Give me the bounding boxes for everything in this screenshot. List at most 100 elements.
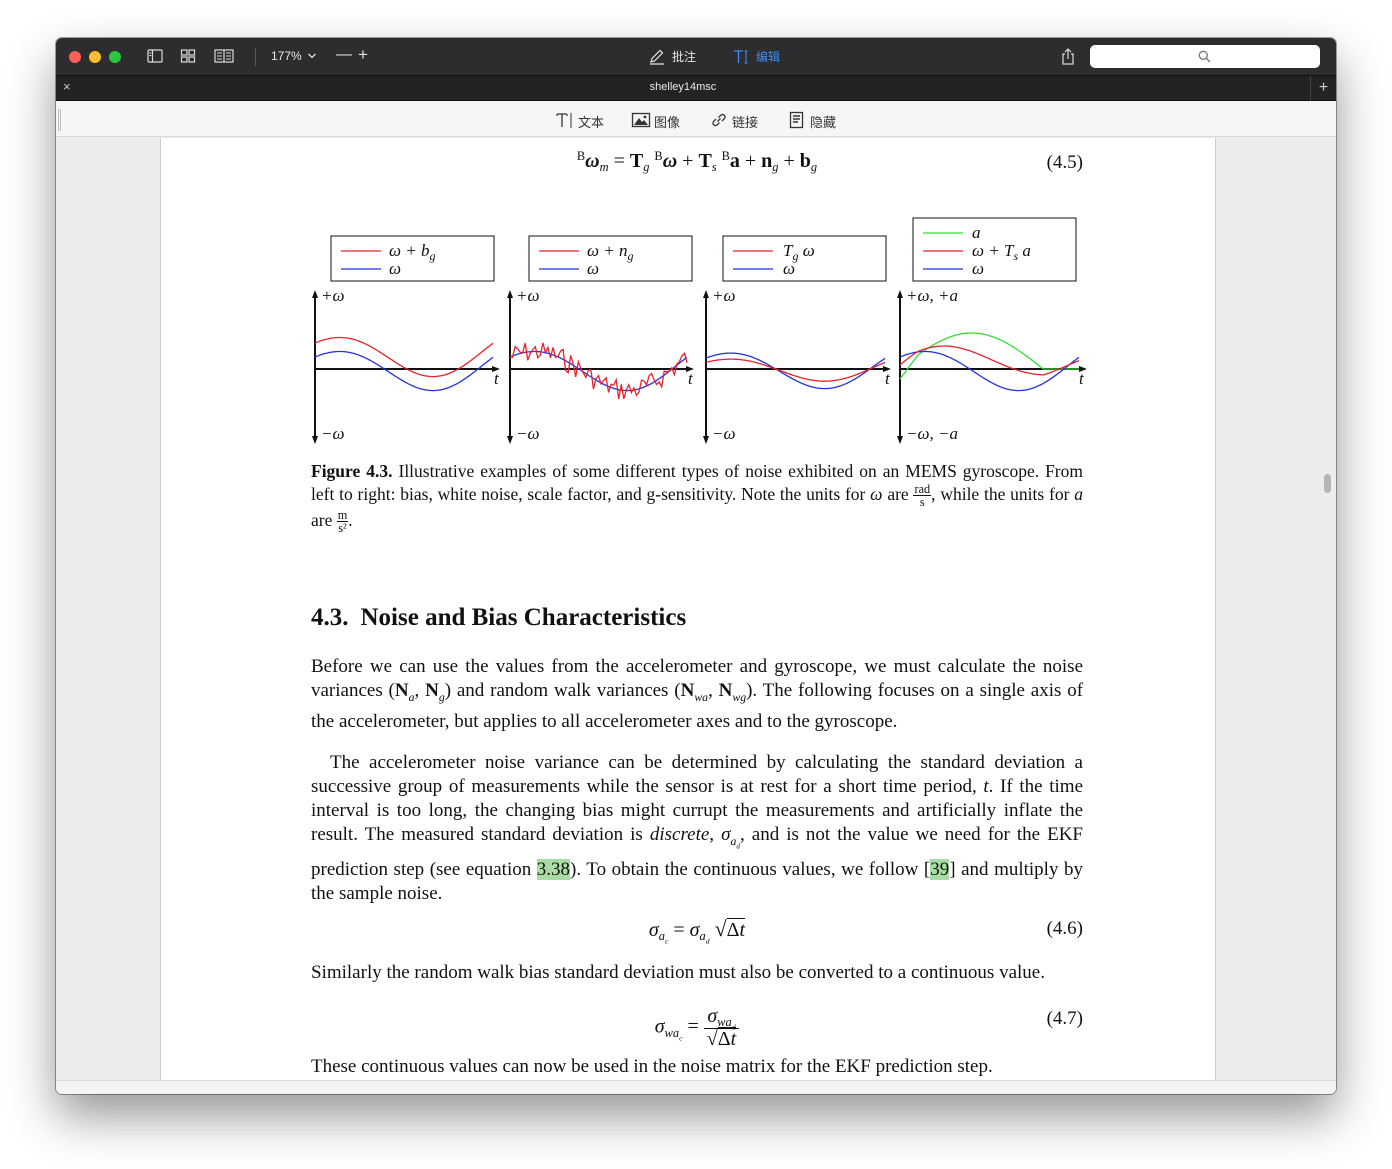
image-tool-label: 图像 bbox=[654, 115, 681, 130]
equation-4-6-formula: σac = σad √Δt bbox=[648, 916, 746, 946]
series-omega bbox=[314, 350, 494, 392]
x-axis-label: t bbox=[688, 369, 694, 388]
equation-4-7-formula: σwac = σwad √Δt bbox=[311, 1006, 1083, 1050]
citation-link[interactable]: 39 bbox=[930, 859, 950, 881]
image-icon bbox=[631, 112, 651, 128]
legend-label: ω bbox=[783, 259, 795, 278]
equation-4-6: σac = σad √Δt (4.6) bbox=[311, 916, 1083, 946]
series-scaled-omega bbox=[705, 358, 886, 382]
figure-caption: Figure 4.3. Illustrative examples of som… bbox=[311, 460, 1083, 534]
link-tool-label: 链接 bbox=[732, 115, 759, 130]
legend-g-sensitivity: a ω + Ts a ω bbox=[912, 217, 1077, 282]
edit-label: 编辑 bbox=[756, 50, 781, 64]
legend-label: ω + ng bbox=[587, 241, 633, 263]
caption-label: Figure 4.3. bbox=[311, 461, 393, 481]
legend-label: ω bbox=[389, 259, 401, 278]
redact-document-icon bbox=[789, 111, 804, 129]
paragraph-random-walk: Similarly the random walk bias standard … bbox=[311, 961, 1083, 985]
series-omega-plus-bias bbox=[314, 336, 494, 378]
document-area[interactable]: Bωm = Tg Bω + Ts Ba + ng + bg (4.5) ω + … bbox=[56, 138, 1336, 1080]
legend-label: ω + bg bbox=[389, 241, 435, 263]
legend-label: ω bbox=[587, 259, 599, 278]
caption-text: are bbox=[882, 484, 914, 504]
equation-4-7: σwac = σwad √Δt (4.7) bbox=[311, 1000, 1083, 1050]
title-bar: 177% — + 批注 编辑 bbox=[56, 38, 1336, 76]
noise-types-figure: ω + bg ω ω + ng ω Tg ω bbox=[312, 217, 1087, 444]
minimize-window-button[interactable] bbox=[89, 51, 101, 63]
equation-number: (4.7) bbox=[1046, 1008, 1083, 1029]
y-axis-bottom-label: −ω bbox=[516, 424, 539, 443]
add-link-button[interactable]: 链接 bbox=[709, 111, 767, 130]
pdf-viewer-window: 177% — + 批注 编辑 bbox=[56, 38, 1336, 1094]
paragraph-text: . If the time interval is too long, the … bbox=[311, 776, 1084, 845]
tab-bar: × shelley14msc + bbox=[56, 76, 1336, 101]
paragraph-text: Similarly the random walk bias standard … bbox=[311, 962, 1045, 983]
paragraph-text: , and is not the value we need for the E… bbox=[311, 824, 1084, 881]
link-icon bbox=[712, 113, 726, 127]
legend-label: a bbox=[972, 223, 981, 242]
annotate-mode-button[interactable]: 批注 bbox=[648, 49, 708, 65]
search-icon bbox=[1198, 50, 1211, 63]
edit-mode-button[interactable]: 编辑 bbox=[732, 49, 792, 65]
x-axis-label: t bbox=[1079, 369, 1085, 388]
equation-number: (4.5) bbox=[1046, 152, 1083, 173]
section-number: 4.3. bbox=[311, 604, 349, 631]
thumbnail-grid-icon[interactable] bbox=[180, 49, 196, 63]
caption-fraction: m s² bbox=[336, 509, 349, 536]
search-input[interactable] bbox=[1090, 45, 1320, 68]
equation-number: (4.6) bbox=[1046, 918, 1083, 939]
share-icon[interactable] bbox=[1061, 48, 1075, 65]
figure-axes bbox=[314, 294, 1084, 442]
equation-reference-link[interactable]: 3.38 bbox=[536, 859, 571, 881]
y-axis-top-label: +ω bbox=[321, 286, 344, 305]
series-omega-plus-noise bbox=[509, 342, 688, 400]
paragraph-text: ). The following focuses on a single axi… bbox=[311, 680, 1084, 732]
toolbar-separator bbox=[255, 48, 256, 66]
section-heading: 4.3. Noise and Bias Characteristics bbox=[311, 604, 686, 632]
legend-label: Tg ω bbox=[783, 241, 815, 263]
chevron-down-icon[interactable] bbox=[307, 52, 317, 60]
y-axis-bottom-label: −ω bbox=[321, 424, 344, 443]
paragraph-text: These continuous values can now be used … bbox=[311, 1056, 993, 1077]
fraction-numerator: rad bbox=[913, 482, 932, 497]
close-window-button[interactable] bbox=[69, 51, 81, 63]
text-tool-icon bbox=[556, 113, 572, 128]
page-layout-icon[interactable] bbox=[214, 49, 234, 63]
zoom-window-button[interactable] bbox=[109, 51, 121, 63]
text-cursor-icon bbox=[734, 50, 748, 64]
paragraph-text: ) and random walk variances ( bbox=[444, 680, 681, 701]
pen-icon bbox=[650, 49, 664, 65]
paragraph-noise-matrix: These continuous values can now be used … bbox=[311, 1055, 1083, 1079]
fraction-denominator: s² bbox=[338, 521, 347, 536]
series-omega bbox=[899, 350, 1080, 392]
caption-text: , while the units for bbox=[931, 484, 1075, 504]
paragraph-accelerometer-variance: The accelerometer noise variance can be … bbox=[311, 752, 1084, 905]
add-text-button[interactable]: 文本 bbox=[555, 111, 611, 130]
legend-white-noise: ω + ng ω bbox=[528, 235, 693, 282]
axis-arrowheads bbox=[312, 290, 1087, 444]
close-tab-button[interactable]: × bbox=[63, 79, 71, 94]
x-axis-label: t bbox=[885, 369, 891, 388]
horizontal-scroll-track[interactable] bbox=[56, 1080, 1336, 1094]
zoom-in-button[interactable]: + bbox=[358, 45, 368, 64]
tab-document-title[interactable]: shelley14msc bbox=[649, 81, 717, 93]
zoom-level[interactable]: 177% bbox=[271, 49, 302, 63]
text-tool-label: 文本 bbox=[578, 115, 605, 130]
add-image-button[interactable]: 图像 bbox=[631, 111, 689, 130]
paragraph-text: ). To obtain the continuous values, we f… bbox=[570, 859, 931, 881]
y-axis-top-label: +ω bbox=[516, 286, 539, 305]
x-axis-label: t bbox=[494, 369, 500, 388]
sidebar-toggle-icon[interactable] bbox=[147, 49, 163, 63]
vertical-scrollbar[interactable] bbox=[1324, 474, 1331, 493]
legend-scale-factor: Tg ω ω bbox=[722, 235, 887, 282]
paragraph-text: The accelerometer noise variance can be … bbox=[311, 752, 1083, 797]
zoom-out-button[interactable]: — bbox=[336, 46, 352, 63]
y-axis-top-label: +ω bbox=[712, 286, 735, 305]
series-omega bbox=[509, 350, 688, 392]
fraction-denominator: s bbox=[919, 495, 925, 510]
pdf-page[interactable]: Bωm = Tg Bω + Ts Ba + ng + bg (4.5) ω + … bbox=[160, 138, 1216, 1080]
new-tab-button[interactable]: + bbox=[1310, 76, 1336, 101]
hide-content-button[interactable]: 隐藏 bbox=[787, 111, 845, 130]
caption-fraction: rad s bbox=[913, 482, 932, 510]
caption-text: . bbox=[348, 509, 353, 530]
